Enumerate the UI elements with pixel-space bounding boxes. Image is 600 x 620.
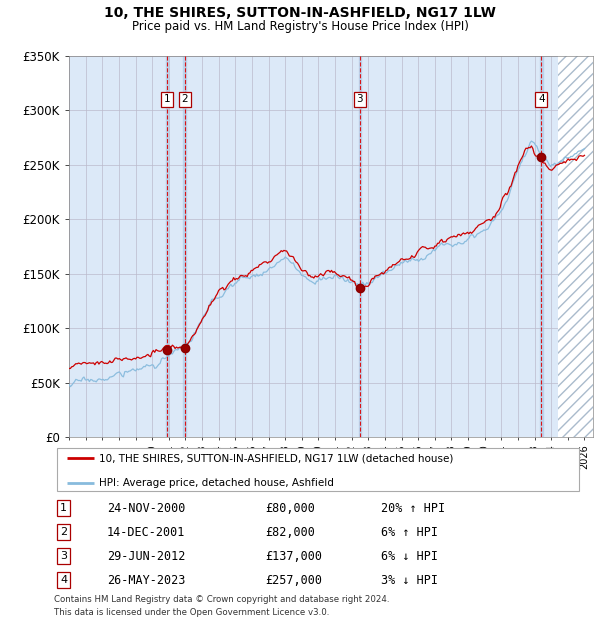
Bar xyxy=(184,56,186,437)
Text: 29-JUN-2012: 29-JUN-2012 xyxy=(107,549,185,562)
Text: £82,000: £82,000 xyxy=(265,526,315,539)
Text: 6% ↑ HPI: 6% ↑ HPI xyxy=(382,526,439,539)
Text: 26-MAY-2023: 26-MAY-2023 xyxy=(107,574,185,587)
Text: 2: 2 xyxy=(60,527,67,537)
Text: £137,000: £137,000 xyxy=(265,549,322,562)
Bar xyxy=(540,56,542,437)
Text: Contains HM Land Registry data © Crown copyright and database right 2024.
This d: Contains HM Land Registry data © Crown c… xyxy=(54,595,389,617)
Text: 3: 3 xyxy=(60,551,67,561)
Text: 2: 2 xyxy=(181,94,188,104)
Bar xyxy=(166,56,169,437)
Text: 24-NOV-2000: 24-NOV-2000 xyxy=(107,502,185,515)
Text: 4: 4 xyxy=(60,575,67,585)
Bar xyxy=(558,56,600,437)
Text: 4: 4 xyxy=(538,94,545,104)
Text: £80,000: £80,000 xyxy=(265,502,315,515)
Text: HPI: Average price, detached house, Ashfield: HPI: Average price, detached house, Ashf… xyxy=(99,477,334,488)
Text: £257,000: £257,000 xyxy=(265,574,322,587)
FancyBboxPatch shape xyxy=(56,448,580,491)
Text: 10, THE SHIRES, SUTTON-IN-ASHFIELD, NG17 1LW: 10, THE SHIRES, SUTTON-IN-ASHFIELD, NG17… xyxy=(104,6,496,20)
Text: 6% ↓ HPI: 6% ↓ HPI xyxy=(382,549,439,562)
Text: 1: 1 xyxy=(60,503,67,513)
Text: 3: 3 xyxy=(356,94,363,104)
Text: 14-DEC-2001: 14-DEC-2001 xyxy=(107,526,185,539)
Text: 1: 1 xyxy=(164,94,170,104)
Text: 20% ↑ HPI: 20% ↑ HPI xyxy=(382,502,445,515)
Text: 3% ↓ HPI: 3% ↓ HPI xyxy=(382,574,439,587)
Bar xyxy=(359,56,361,437)
Text: 10, THE SHIRES, SUTTON-IN-ASHFIELD, NG17 1LW (detached house): 10, THE SHIRES, SUTTON-IN-ASHFIELD, NG17… xyxy=(99,453,453,463)
Text: Price paid vs. HM Land Registry's House Price Index (HPI): Price paid vs. HM Land Registry's House … xyxy=(131,20,469,33)
